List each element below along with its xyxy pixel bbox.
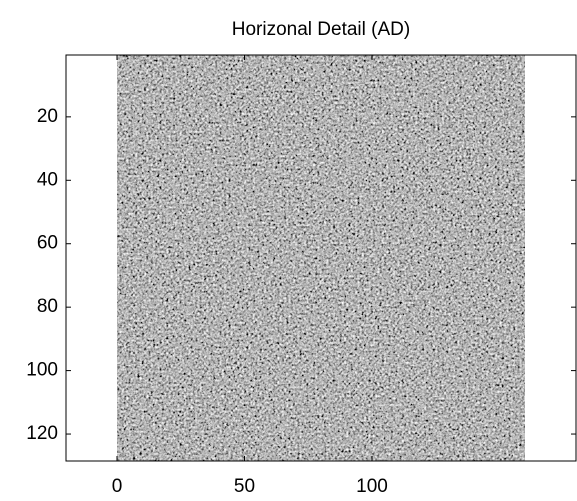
y-tick-label: 20 xyxy=(37,106,58,127)
x-tick-label: 50 xyxy=(234,476,255,497)
chart-title: Horizonal Detail (AD) xyxy=(232,19,410,40)
x-tick-label: 100 xyxy=(356,476,388,497)
x-tick-label: 0 xyxy=(112,476,123,497)
y-tick-label: 100 xyxy=(26,360,58,381)
y-tick-label: 60 xyxy=(37,233,58,254)
y-tick-label: 40 xyxy=(37,169,58,190)
y-tick-label: 80 xyxy=(37,296,58,317)
y-tick-label: 120 xyxy=(26,423,58,444)
axes-box xyxy=(65,54,577,462)
image-texture xyxy=(117,55,525,461)
